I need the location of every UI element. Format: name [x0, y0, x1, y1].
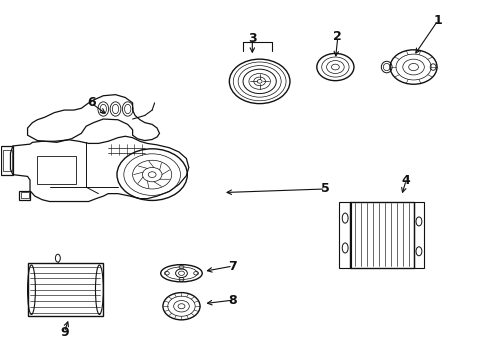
Text: 9: 9: [60, 326, 69, 339]
Bar: [339, 202, 351, 268]
Text: 5: 5: [321, 183, 330, 195]
Bar: [21, 192, 29, 198]
Text: 8: 8: [228, 294, 237, 307]
Text: 2: 2: [334, 30, 342, 43]
Text: 6: 6: [87, 96, 96, 109]
Bar: [27, 263, 103, 316]
Text: 7: 7: [228, 260, 237, 273]
Text: 3: 3: [248, 32, 257, 45]
Bar: [37, 156, 76, 184]
Text: 1: 1: [434, 14, 442, 27]
Bar: [3, 149, 12, 171]
Text: 4: 4: [402, 174, 411, 186]
Bar: [414, 202, 424, 268]
Bar: [350, 202, 414, 268]
